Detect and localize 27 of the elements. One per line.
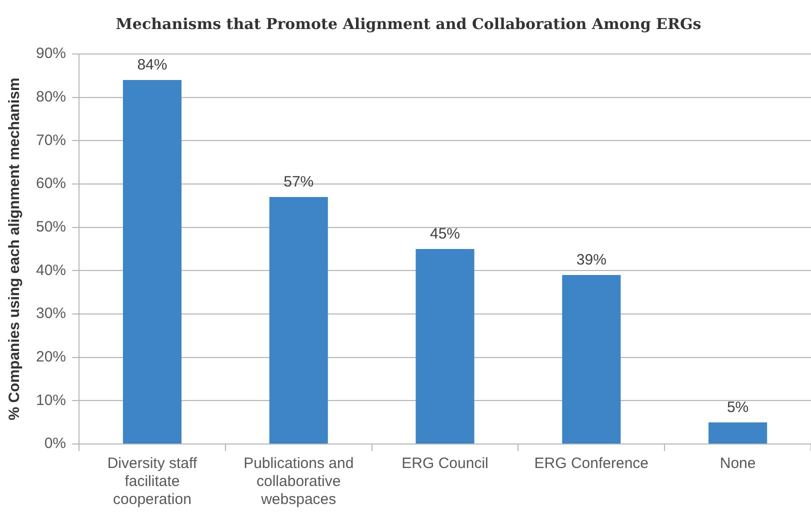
- data-label: 39%: [576, 252, 606, 269]
- x-tick-label: ERG Conference: [534, 455, 649, 472]
- data-label: 57%: [284, 174, 314, 191]
- bar: [269, 197, 328, 444]
- x-tick-label: Diversity staff facilitate cooperation: [107, 455, 198, 508]
- bar: [416, 249, 474, 444]
- bar: [122, 80, 182, 444]
- y-axis-title: % Companies using each alignment mechanism: [6, 78, 24, 420]
- x-tick-label: None: [720, 455, 756, 472]
- y-tick-label: 50%: [36, 218, 66, 236]
- y-tick-label: 60%: [36, 175, 66, 192]
- y-tick-label: 10%: [36, 392, 66, 409]
- y-tick-label: 80%: [36, 88, 66, 106]
- y-tick-label: 20%: [36, 348, 66, 366]
- y-tick-label: 0%: [44, 435, 66, 452]
- data-label: 45%: [430, 226, 460, 243]
- y-tick-label: 40%: [36, 262, 66, 279]
- bar: [562, 275, 621, 444]
- chart-title: Mechanisms that Promote Alignment and Collaboration Among ERGs: [116, 14, 702, 33]
- y-tick-label: 70%: [36, 132, 66, 149]
- y-tick-label: 90%: [36, 45, 66, 62]
- y-tick-label: 30%: [36, 305, 66, 322]
- x-tick-label: ERG Council: [402, 455, 488, 472]
- data-label: 5%: [726, 398, 749, 416]
- x-tick-label: Publications and collaborative webspaces: [244, 455, 354, 508]
- data-label: 84%: [137, 56, 168, 74]
- bar: [708, 422, 768, 444]
